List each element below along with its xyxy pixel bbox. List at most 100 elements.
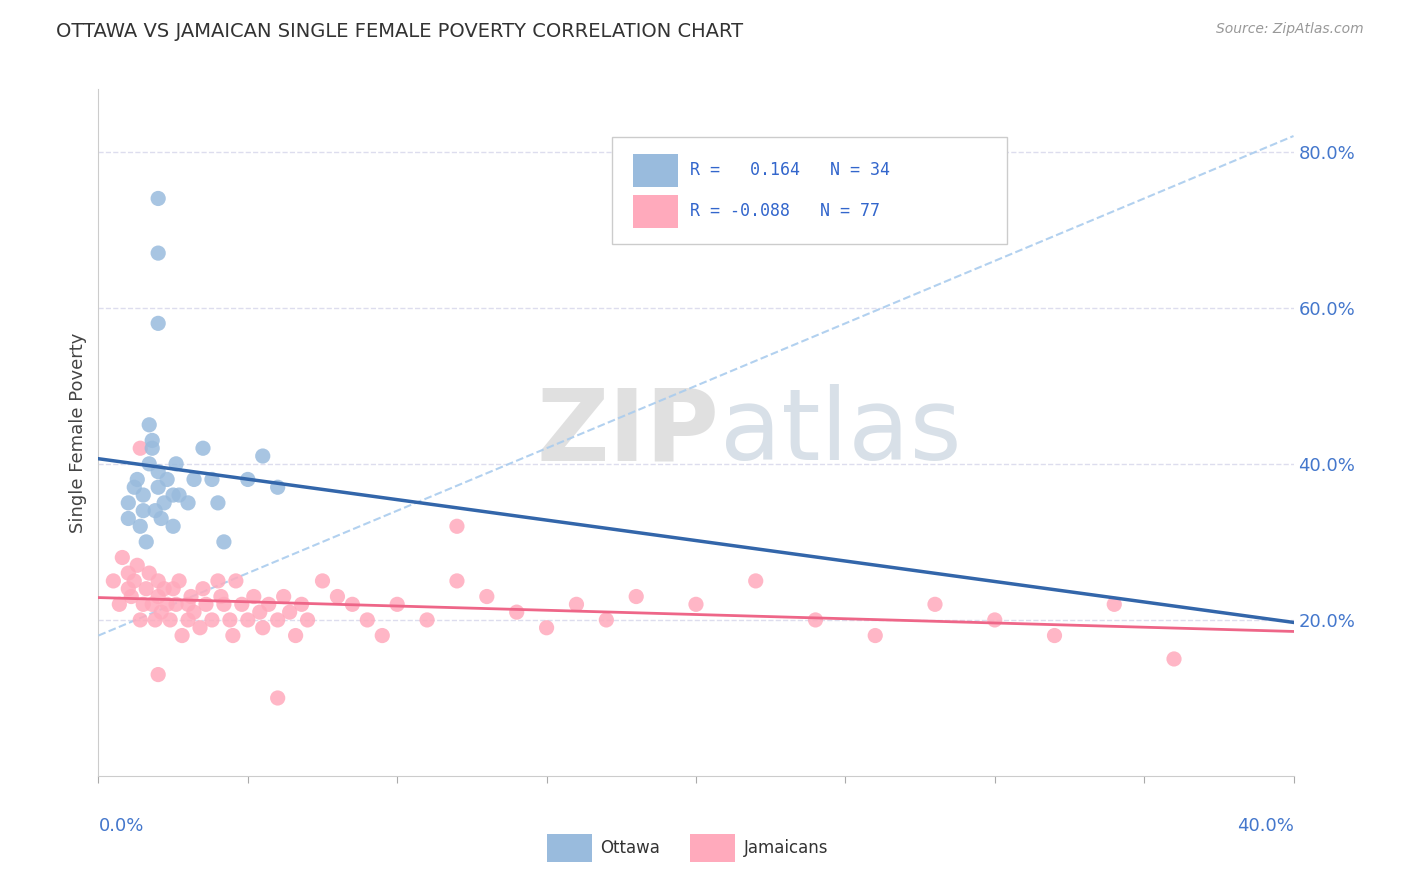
Point: [188, 621, 211, 635]
Point: [165, 457, 187, 471]
Point: [191, 441, 214, 455]
Point: [626, 590, 648, 604]
Point: [148, 480, 170, 494]
Point: [257, 598, 280, 612]
Text: ZIP: ZIP: [537, 384, 720, 481]
Point: [141, 434, 163, 448]
Point: [278, 605, 301, 619]
FancyBboxPatch shape: [547, 834, 592, 862]
Point: [207, 496, 229, 510]
Point: [236, 472, 259, 486]
Point: [183, 472, 205, 486]
Point: [117, 496, 139, 510]
Point: [120, 590, 142, 604]
Y-axis label: Single Female Poverty: Single Female Poverty: [69, 333, 87, 533]
Point: [291, 598, 314, 612]
Point: [212, 534, 235, 549]
Point: [132, 598, 155, 612]
Point: [148, 465, 170, 479]
Point: [984, 613, 1007, 627]
Point: [342, 598, 364, 612]
FancyBboxPatch shape: [613, 137, 1007, 244]
Point: [207, 574, 229, 588]
Point: [143, 613, 166, 627]
Point: [124, 480, 146, 494]
Point: [138, 457, 160, 471]
Point: [167, 488, 190, 502]
Point: [506, 605, 529, 619]
Point: [162, 582, 184, 596]
Point: [745, 574, 768, 588]
Point: [162, 519, 184, 533]
Point: [132, 503, 155, 517]
Point: [225, 574, 247, 588]
Point: [148, 316, 170, 330]
Text: R = -0.088   N = 77: R = -0.088 N = 77: [690, 202, 880, 220]
Point: [143, 503, 166, 517]
Point: [1104, 598, 1126, 612]
Point: [183, 605, 205, 619]
Point: [138, 566, 160, 580]
Point: [127, 472, 149, 486]
Point: [267, 613, 290, 627]
Point: [1163, 652, 1185, 666]
Point: [191, 582, 214, 596]
Text: OTTAWA VS JAMAICAN SINGLE FEMALE POVERTY CORRELATION CHART: OTTAWA VS JAMAICAN SINGLE FEMALE POVERTY…: [56, 22, 744, 41]
Point: [150, 605, 173, 619]
Point: [243, 590, 266, 604]
Text: 0.0%: 0.0%: [98, 817, 143, 835]
Point: [284, 628, 307, 642]
Point: [156, 598, 179, 612]
Point: [129, 441, 152, 455]
Point: [117, 511, 139, 525]
Point: [804, 613, 827, 627]
Point: [195, 598, 218, 612]
Point: [148, 574, 170, 588]
FancyBboxPatch shape: [633, 153, 678, 186]
FancyBboxPatch shape: [633, 195, 678, 228]
Point: [148, 667, 170, 681]
Point: [153, 496, 176, 510]
Point: [117, 582, 139, 596]
Point: [416, 613, 439, 627]
Point: [536, 621, 558, 635]
Point: [273, 590, 295, 604]
Point: [219, 613, 242, 627]
Point: [252, 621, 274, 635]
Point: [297, 613, 319, 627]
Point: [138, 417, 160, 432]
Point: [148, 590, 170, 604]
Point: [177, 496, 200, 510]
Point: [1043, 628, 1066, 642]
Point: [127, 558, 149, 573]
Point: [356, 613, 378, 627]
Point: [150, 511, 173, 525]
Point: [252, 449, 274, 463]
Point: [103, 574, 125, 588]
Point: [162, 488, 184, 502]
Point: [148, 191, 170, 205]
Point: [212, 598, 235, 612]
Point: [111, 550, 134, 565]
Point: [924, 598, 946, 612]
Point: [124, 574, 146, 588]
Point: [267, 480, 290, 494]
Point: [865, 628, 887, 642]
Point: [117, 566, 139, 580]
Point: [236, 613, 259, 627]
Point: [159, 613, 181, 627]
Text: 40.0%: 40.0%: [1237, 817, 1294, 835]
Point: [135, 534, 157, 549]
Point: [180, 590, 202, 604]
Point: [475, 590, 498, 604]
Point: [132, 488, 155, 502]
Point: [249, 605, 271, 619]
Point: [685, 598, 707, 612]
Point: [326, 590, 349, 604]
Text: R =   0.164   N = 34: R = 0.164 N = 34: [690, 161, 890, 179]
Point: [172, 628, 194, 642]
Point: [267, 690, 290, 705]
Point: [177, 613, 200, 627]
Point: [222, 628, 245, 642]
Point: [141, 598, 163, 612]
